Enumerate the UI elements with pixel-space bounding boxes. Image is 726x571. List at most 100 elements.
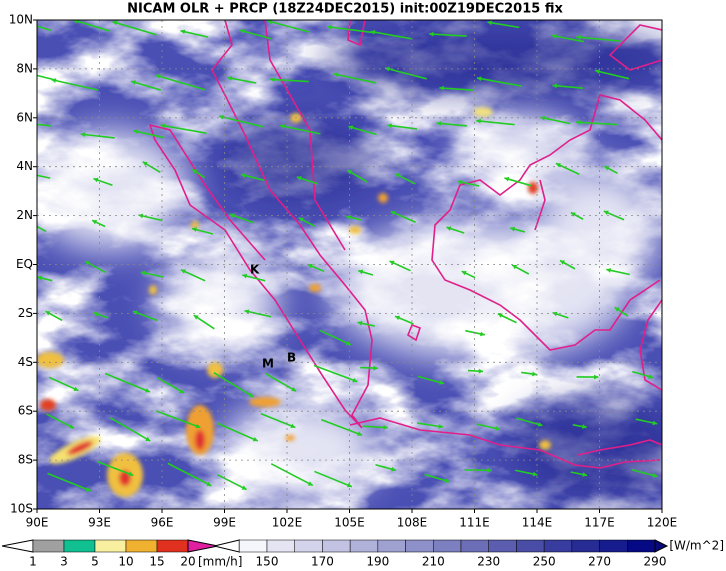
arrow-head (296, 176, 302, 181)
arrow-head (385, 66, 390, 72)
wind-arrow (319, 329, 352, 346)
colorbar-cell (349, 539, 379, 553)
x-axis-label: 96E (151, 516, 174, 530)
arrow-head (358, 269, 364, 275)
colorbar-cell (94, 539, 127, 553)
colorbar-cell (266, 539, 295, 553)
wind-arrow (133, 129, 165, 139)
wind-arrow (552, 84, 584, 90)
arrow-head (551, 33, 557, 39)
wind-arrow (37, 225, 47, 233)
arrow-head (552, 83, 558, 89)
wind-arrow (37, 25, 52, 32)
colorbar-cell (460, 539, 489, 553)
colorbar-label: 290 (644, 555, 667, 569)
arrow-head (436, 121, 442, 126)
colorbar-label: 270 (588, 555, 611, 569)
arrow-head (93, 177, 99, 183)
arrow-head (73, 20, 78, 24)
arrow-head (128, 471, 134, 477)
wind-arrow (436, 122, 467, 127)
wind-arrow (264, 372, 297, 392)
wind-arrow (551, 34, 584, 43)
colorbar-cell (627, 539, 656, 553)
arrow-head (145, 436, 151, 442)
wind-arrow (429, 33, 467, 37)
arrow-head (290, 423, 296, 429)
arrow-head (347, 170, 353, 175)
wind-arrow (370, 30, 412, 40)
wind-arrow (270, 78, 309, 83)
arrow-head (244, 309, 250, 315)
wind-arrow (180, 30, 209, 38)
wind-arrow (80, 133, 115, 139)
wind-arrow (180, 269, 206, 282)
arrow-head (346, 482, 352, 488)
y-axis-label: 2S (18, 306, 33, 320)
y-axis-label: 10N (9, 13, 33, 27)
station-marker: B (287, 351, 296, 365)
y-axis-label: 2N (16, 208, 33, 222)
colorbar-cell (543, 539, 573, 553)
wind-arrow (327, 25, 374, 34)
colorbar-label: 3 (60, 555, 68, 569)
wind-arrow (595, 69, 630, 80)
precip-cells (37, 107, 551, 497)
arrow-head (576, 120, 581, 125)
arrow-head (560, 260, 566, 265)
arrow-head (73, 386, 79, 391)
wind-arrow (631, 468, 658, 478)
wind-arrow (487, 21, 520, 29)
arrow-head (446, 226, 452, 231)
arrow-head (652, 473, 658, 478)
arrow-head (240, 29, 245, 34)
wind-arrow (390, 210, 416, 224)
colorbar-end (187, 539, 219, 553)
wind-arrow (47, 472, 92, 492)
arrow-head (85, 487, 91, 492)
arrow-head (395, 173, 401, 178)
arrow-head (476, 76, 482, 82)
y-axis-label: 4S (18, 355, 33, 369)
arrow-head (478, 368, 484, 374)
arrow-head (461, 270, 467, 276)
wind-arrow (160, 124, 207, 134)
arrow-head (606, 268, 612, 273)
x-axis-label: 117E (584, 516, 615, 530)
arrow-head (160, 123, 166, 129)
colorbar-end (214, 539, 240, 553)
arrow-head (45, 311, 51, 316)
wind-arrow (167, 462, 212, 487)
colorbar-cell (488, 539, 517, 553)
colorbar-label: 250 (533, 555, 556, 569)
colorbar-label: 5 (91, 555, 99, 569)
wind-arrow (109, 417, 151, 442)
colorbar-end (1, 539, 34, 553)
colorbar-unit: [W/m^2] (669, 539, 724, 553)
arrow-head (180, 269, 186, 274)
colorbar-label: 20 (180, 555, 195, 569)
colorbar-cell (156, 539, 189, 553)
colorbar-unit: [mm/h] (198, 555, 242, 569)
arrow-head (280, 124, 285, 129)
arrow-head (479, 331, 485, 337)
y-axis-label: 6S (18, 404, 33, 418)
arrow-head (227, 76, 233, 81)
arrow-head (576, 34, 581, 40)
wind-arrows (37, 20, 658, 492)
arrow-head (532, 371, 537, 377)
colorbars: 1 3 5 10 15 20 [mm/h] 150 170 190 210 230 250 270 290[… (1, 539, 724, 569)
colorbar-label: 170 (311, 555, 334, 569)
x-axis-label: 99E (213, 516, 236, 530)
arrow-head (570, 212, 576, 217)
arrow-head (179, 388, 185, 394)
arrow-head (80, 132, 86, 138)
arrow-head (193, 315, 199, 320)
colorbar-cell (32, 539, 65, 553)
wind-arrow (576, 121, 618, 126)
arrow-head (345, 340, 351, 346)
wind-arrow (384, 67, 427, 80)
arrow-head (495, 426, 500, 431)
colorbar-cell (239, 539, 268, 553)
